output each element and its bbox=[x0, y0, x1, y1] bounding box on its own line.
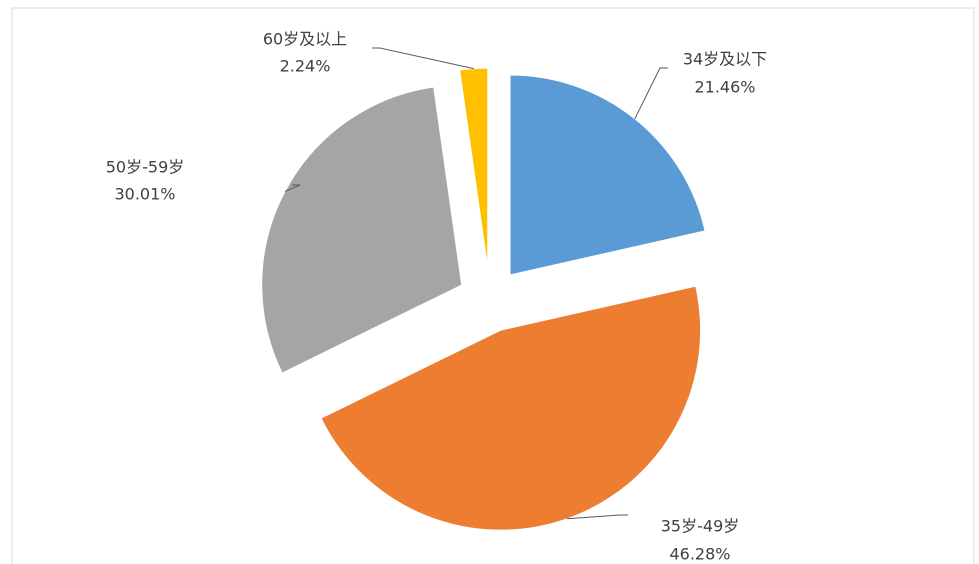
leader-line bbox=[634, 67, 668, 119]
value-label: 30.01% bbox=[114, 185, 175, 204]
leader-line bbox=[372, 47, 474, 70]
value-label: 21.46% bbox=[694, 78, 755, 97]
value-label: 2.24% bbox=[280, 57, 331, 76]
category-label: 35岁-49岁 bbox=[661, 517, 740, 536]
pie-slice bbox=[459, 67, 489, 269]
value-label: 46.28% bbox=[669, 545, 730, 564]
category-label: 50岁-59岁 bbox=[106, 158, 185, 177]
category-label: 60岁及以上 bbox=[263, 30, 347, 49]
leader-line bbox=[284, 184, 301, 192]
category-label: 34岁及以下 bbox=[683, 50, 767, 69]
pie-slice bbox=[509, 74, 706, 276]
leader-line bbox=[567, 514, 628, 520]
